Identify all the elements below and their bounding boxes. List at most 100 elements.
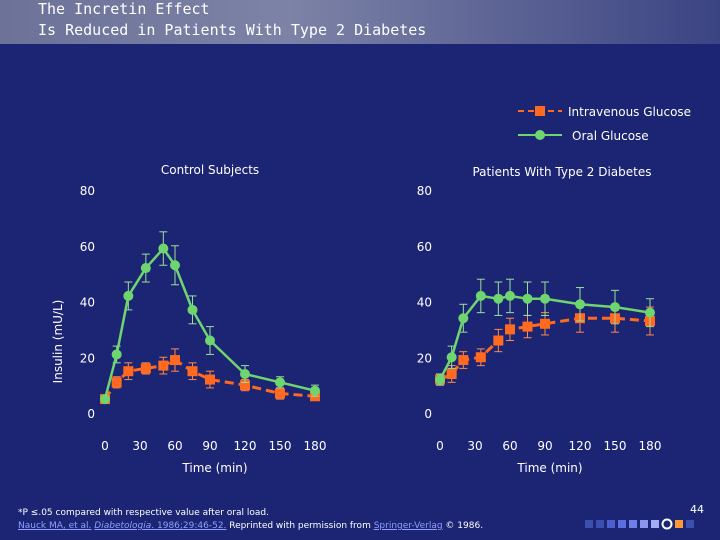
decor-dot	[596, 520, 604, 528]
x-tick-label: 30	[467, 439, 482, 453]
y-tick-label: 60	[417, 240, 432, 254]
iv-point	[540, 318, 550, 329]
oral-point	[187, 304, 198, 315]
x-tick-label: 0	[101, 439, 109, 453]
title-bar	[0, 0, 720, 44]
iv-point	[170, 355, 180, 366]
y-tick-label: 40	[80, 296, 95, 310]
iv-point	[475, 352, 486, 363]
decor-dot	[640, 520, 648, 528]
x-tick-label: 90	[537, 439, 552, 453]
oral-point	[100, 394, 110, 405]
oral-point	[522, 293, 533, 304]
iv-point	[458, 355, 469, 366]
legend-iv-label: Intravenous Glucose	[568, 105, 691, 119]
legend-iv-marker	[535, 106, 545, 116]
iv-point	[111, 377, 122, 388]
y-tick-label: 20	[80, 351, 95, 365]
series-oral	[435, 278, 655, 386]
reference: Nauck MA, et al. Diabetologia. 1986;29:4…	[18, 520, 483, 533]
reference-publisher[interactable]: Springer-Verlag	[373, 521, 443, 531]
iv-point	[240, 380, 250, 391]
iv-point	[275, 388, 285, 399]
y-axis-label: Insulin (mU/L)	[51, 300, 65, 384]
oral-point	[475, 290, 486, 301]
y-tick-label: 80	[417, 184, 432, 198]
oral-point	[275, 377, 285, 388]
oral-point	[140, 263, 151, 274]
series-iv	[435, 303, 655, 386]
x-tick-label: 150	[604, 439, 627, 453]
x-tick-label: 0	[436, 439, 444, 453]
y-tick-label: 0	[87, 407, 95, 421]
slide-title-line2: Is Reduced in Patients With Type 2 Diabe…	[38, 21, 427, 39]
iv-point	[140, 363, 151, 374]
iv-point	[446, 368, 457, 379]
x-tick-label: 120	[569, 439, 592, 453]
reference-suffix: © 1986.	[442, 521, 484, 531]
legend: Intravenous Glucose Oral Glucose	[518, 105, 691, 143]
reference-authors[interactable]: Nauck MA, et al.	[18, 521, 92, 531]
reference-citation[interactable]: . 1986;29:46-52.	[151, 521, 227, 531]
x-tick-label: 60	[167, 439, 182, 453]
x-tick-label: 90	[202, 439, 217, 453]
iv-point	[505, 324, 515, 335]
decor-dot	[629, 520, 637, 528]
oral-point	[435, 374, 445, 385]
iv-point	[158, 360, 169, 371]
y-tick-label: 60	[80, 240, 95, 254]
x-tick-label: 150	[269, 439, 292, 453]
oral-point	[610, 302, 620, 313]
legend-oral-label: Oral Glucose	[572, 129, 649, 143]
decor-dot	[607, 520, 615, 528]
footer: *P ≤.05 compared with respective value a…	[18, 507, 483, 533]
reference-middle: Reprinted with permission from	[226, 521, 374, 531]
oral-point	[540, 293, 550, 304]
x-tick-label: 180	[639, 439, 662, 453]
oral-point	[458, 313, 469, 324]
insulin-charts: Intravenous Glucose Oral Glucose Control…	[51, 105, 691, 475]
footnote: *P ≤.05 compared with respective value a…	[18, 508, 269, 518]
chart-title: Control Subjects	[161, 163, 259, 177]
decor-dot	[675, 520, 683, 528]
decor-dot	[618, 520, 626, 528]
x-axis-label: Time (min)	[181, 461, 247, 475]
oral-point	[645, 307, 655, 318]
iv-point	[522, 321, 533, 332]
page-number: 44	[690, 503, 704, 516]
slide-title-line1: The Incretin Effect	[38, 0, 210, 18]
decor-dot	[686, 520, 694, 528]
oral-point	[505, 290, 515, 301]
decor-ring	[661, 518, 673, 530]
y-tick-label: 40	[417, 296, 432, 310]
oral-point	[493, 293, 504, 304]
x-tick-label: 180	[304, 439, 327, 453]
oral-point	[123, 290, 134, 301]
iv-point	[493, 335, 504, 346]
y-tick-label: 20	[417, 351, 432, 365]
decor-dot	[585, 520, 593, 528]
oral-point	[575, 299, 585, 310]
decorative-dots	[585, 518, 694, 530]
iv-point	[187, 366, 198, 377]
oral-point	[205, 335, 215, 346]
chart-title: Patients With Type 2 Diabetes	[472, 165, 651, 179]
y-tick-label: 0	[424, 407, 432, 421]
x-axis-label: Time (min)	[516, 461, 582, 475]
series-iv	[100, 348, 320, 405]
x-tick-label: 30	[132, 439, 147, 453]
oral-point	[170, 260, 180, 271]
chart-panel-1: Control Subjects 0 20 40 60 80 0 30 60 90 120 150 18…	[51, 163, 326, 475]
x-tick-label: 60	[502, 439, 517, 453]
reference-journal[interactable]: Diabetologia	[94, 521, 152, 531]
chart-panel-2: Patients With Type 2 Diabetes 0 20 40 60 80 0 3…	[417, 165, 662, 475]
oral-point	[158, 243, 169, 254]
oral-point	[240, 368, 250, 379]
header: The Incretin Effect Is Reduced in Patien…	[0, 0, 720, 44]
oral-point	[446, 352, 457, 363]
y-tick-label: 80	[80, 184, 95, 198]
x-tick-label: 120	[234, 439, 257, 453]
legend-oral-marker	[535, 130, 545, 140]
decor-dot	[651, 520, 659, 528]
series-oral	[100, 231, 320, 405]
